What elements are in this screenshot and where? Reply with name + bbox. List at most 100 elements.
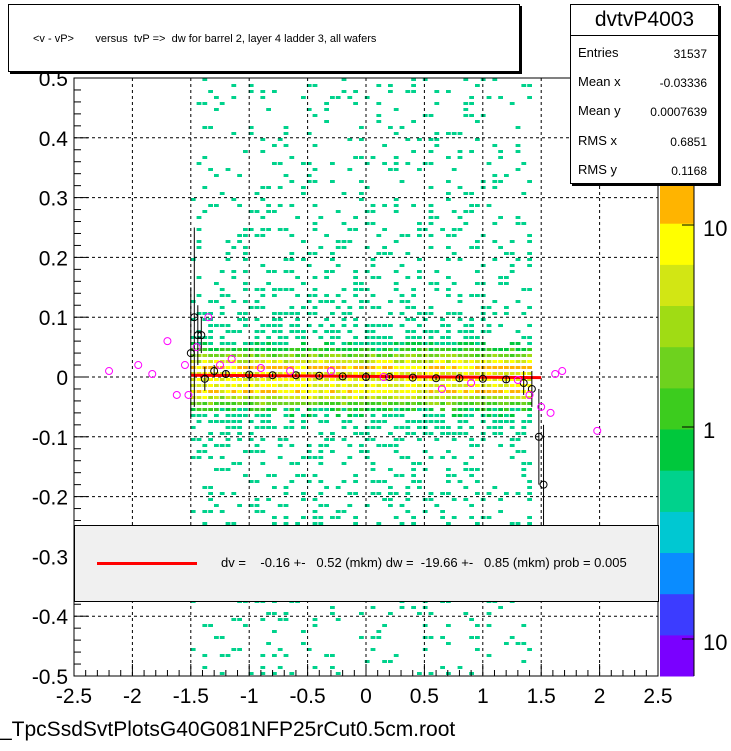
heat-cell bbox=[388, 660, 393, 663]
heat-cell bbox=[463, 372, 469, 375]
heat-cell bbox=[446, 330, 451, 333]
heat-cell bbox=[509, 354, 515, 357]
heat-cell bbox=[237, 378, 242, 381]
heat-cell bbox=[254, 348, 260, 351]
heat-cell bbox=[330, 348, 335, 351]
heat-cell bbox=[504, 312, 509, 315]
heat-cell bbox=[498, 432, 503, 435]
heat-cell bbox=[202, 102, 208, 105]
heat-cell bbox=[422, 498, 428, 501]
heat-cell bbox=[370, 420, 376, 423]
heat-cell bbox=[196, 438, 202, 441]
heat-cell bbox=[301, 342, 306, 345]
heat-cell bbox=[428, 222, 434, 225]
heat-cell bbox=[364, 660, 370, 663]
heat-cell bbox=[498, 246, 503, 249]
heat-cell bbox=[393, 360, 399, 363]
heat-cell bbox=[498, 276, 503, 279]
heat-cell bbox=[393, 450, 399, 453]
heat-cell bbox=[260, 672, 266, 675]
heat-cell bbox=[364, 438, 370, 441]
heat-cell bbox=[463, 330, 469, 333]
heat-cell bbox=[330, 654, 335, 657]
heat-cell bbox=[457, 354, 463, 357]
heat-cell bbox=[295, 522, 300, 525]
heat-cell bbox=[428, 204, 434, 207]
heat-cell bbox=[353, 492, 358, 495]
heat-cell bbox=[225, 654, 231, 657]
heat-cell bbox=[202, 78, 208, 81]
heat-cell bbox=[370, 360, 376, 363]
heat-cell bbox=[324, 504, 329, 507]
heat-cell bbox=[190, 390, 196, 393]
heat-cell bbox=[318, 336, 324, 339]
y-tick-label: -0.4 bbox=[32, 606, 69, 629]
heat-cell bbox=[260, 402, 266, 405]
heat-cell bbox=[312, 228, 318, 231]
heat-cell bbox=[451, 342, 457, 345]
heat-cell bbox=[475, 624, 480, 627]
heat-cell bbox=[225, 342, 231, 345]
profile-point-black bbox=[502, 375, 511, 384]
heat-cell bbox=[364, 330, 370, 333]
heat-cell bbox=[417, 168, 422, 171]
heat-cell bbox=[434, 402, 440, 405]
heat-cell bbox=[492, 144, 498, 147]
heat-cell bbox=[289, 414, 295, 417]
heat-cell bbox=[196, 408, 202, 411]
heat-cell bbox=[202, 396, 208, 399]
heat-cell bbox=[353, 360, 358, 363]
fit-result-text: dv = -0.16 +- 0.52 (mkm) dw = -19.66 +- … bbox=[221, 555, 627, 570]
heat-cell bbox=[266, 210, 271, 213]
heat-cell bbox=[440, 432, 445, 435]
heat-cell bbox=[260, 354, 266, 357]
heat-cell bbox=[382, 246, 387, 249]
heat-cell bbox=[382, 144, 387, 147]
heat-cell bbox=[289, 288, 295, 291]
heat-cell bbox=[208, 438, 213, 441]
heat-cell bbox=[208, 420, 213, 423]
heat-cell bbox=[469, 204, 474, 207]
heat-cell bbox=[237, 648, 242, 651]
heat-cell bbox=[463, 222, 469, 225]
heat-cell bbox=[214, 360, 219, 363]
heat-cell bbox=[515, 258, 521, 261]
heat-cell bbox=[202, 666, 208, 669]
heat-cell bbox=[208, 342, 213, 345]
heat-cell bbox=[190, 300, 196, 303]
heat-cell bbox=[509, 396, 515, 399]
heat-cell bbox=[434, 360, 440, 363]
heat-cell bbox=[214, 324, 219, 327]
heat-cell bbox=[364, 390, 370, 393]
heat-cell bbox=[225, 294, 231, 297]
heat-cell bbox=[428, 348, 434, 351]
heat-cell bbox=[341, 360, 347, 363]
heat-cell bbox=[289, 204, 295, 207]
heat-cell bbox=[260, 216, 266, 219]
heat-cell bbox=[463, 612, 469, 615]
heat-cell bbox=[347, 354, 353, 357]
heat-cell bbox=[283, 492, 289, 495]
heat-cell bbox=[399, 312, 405, 315]
heat-cell bbox=[359, 360, 364, 363]
heat-cell bbox=[486, 204, 492, 207]
heat-cell bbox=[364, 450, 370, 453]
heat-cell bbox=[411, 396, 416, 399]
axis-tick-labels: -2.5 -2 -1.5 -1 -0.5 0 0.5 1 1.5 2 2.5-0.5-0.4-0.3… bbox=[32, 68, 673, 708]
heat-cell bbox=[417, 336, 422, 339]
heat-cell bbox=[446, 432, 451, 435]
heat-cell bbox=[277, 438, 283, 441]
heat-cell bbox=[521, 84, 527, 87]
heat-cell bbox=[457, 396, 463, 399]
heat-cell bbox=[353, 276, 358, 279]
heat-cell bbox=[231, 198, 237, 201]
heat-cell bbox=[306, 384, 312, 387]
heat-cell bbox=[295, 348, 300, 351]
heat-cell bbox=[364, 186, 370, 189]
heat-cell bbox=[202, 156, 208, 159]
heat-cell bbox=[486, 378, 492, 381]
heat-cell bbox=[498, 396, 503, 399]
heat-cell bbox=[312, 348, 318, 351]
heat-cell bbox=[283, 390, 289, 393]
heat-cell bbox=[463, 408, 469, 411]
